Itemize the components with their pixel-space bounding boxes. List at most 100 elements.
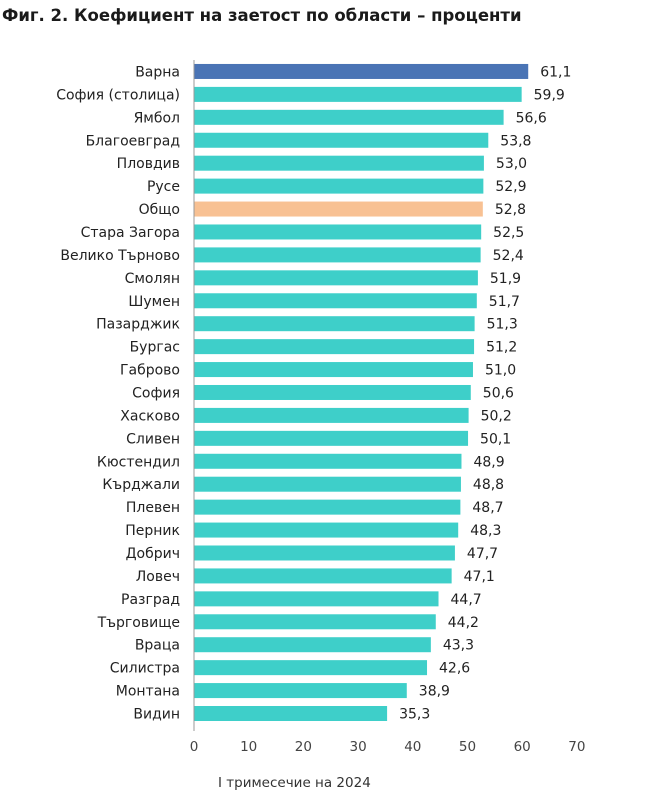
bar [194,522,459,538]
category-label: Кърджали [102,477,180,493]
value-label: 48,9 [473,454,504,470]
category-label: Перник [125,523,180,539]
value-label: 51,2 [486,340,517,356]
x-tick-label: 10 [240,739,257,755]
value-label: 48,3 [470,523,501,539]
x-tick-label: 30 [350,739,367,755]
bar [194,224,482,240]
category-label: Смолян [125,271,180,287]
value-label: 52,5 [493,225,524,241]
x-tick-label: 0 [190,739,199,755]
value-label: 50,1 [480,431,511,447]
bar [194,86,522,102]
value-label: 35,3 [399,707,430,723]
bar [194,614,436,630]
value-label: 44,2 [448,615,479,631]
bar [194,476,461,492]
bar [194,545,455,561]
value-label: 48,7 [472,500,503,516]
bar [194,247,481,263]
value-labels-group: 61,1 59,9 56,6 53,8 53,0 52,9 52,8 52,5 52,4 51,9… [399,64,571,722]
value-label: 51,0 [485,363,516,379]
bar [194,430,469,446]
value-label: 52,9 [495,179,526,195]
category-label: Велико Търново [60,248,180,264]
x-tick-label: 20 [295,739,312,755]
bars-group [194,63,529,722]
category-label: Стара Загора [81,225,180,241]
category-label: София (столица) [56,87,180,103]
value-label: 52,4 [493,248,524,264]
value-label: 61,1 [540,64,571,80]
category-label: Плевен [126,500,180,516]
category-label: Сливен [126,431,180,447]
bar [194,270,478,286]
value-label: 43,3 [443,638,474,654]
category-label: Ямбол [134,110,180,126]
value-label: 51,3 [487,317,518,333]
bar [194,109,504,125]
bar [194,132,489,148]
bar [194,683,407,699]
x-tick-label: 60 [514,739,531,755]
category-label: Благоевград [86,133,180,149]
bar [194,178,484,194]
value-label: 56,6 [516,110,547,126]
category-label: Варна [135,64,180,80]
value-label: 51,7 [489,294,520,310]
bar [194,568,452,584]
value-label: 48,8 [473,477,504,493]
category-label: Хасково [120,408,180,424]
bar [194,591,439,607]
value-label: 53,8 [500,133,531,149]
bar [194,407,469,423]
category-label: Търговище [97,615,180,631]
bar [194,63,529,79]
category-label: Общо [139,202,180,218]
category-label: Кюстендил [97,454,180,470]
x-tick-label: 50 [459,739,476,755]
value-label: 47,7 [467,546,498,562]
category-label: Шумен [128,294,180,310]
bar [194,155,484,171]
category-label: Габрово [120,363,180,379]
category-label: Видин [133,707,180,723]
bar [194,201,483,217]
bar [194,660,428,676]
category-label: Ловеч [136,569,180,585]
value-label: 50,2 [481,408,512,424]
bar [194,499,461,515]
value-label: 53,0 [496,156,527,172]
bar [194,362,473,378]
category-label: Монтана [116,684,180,700]
category-label: Силистра [110,661,180,677]
value-label: 47,1 [464,569,495,585]
category-label: Бургас [130,340,180,356]
x-ticks-group: 0 10 20 30 40 50 60 70 [190,739,586,755]
category-labels-group: Варна София (столица) Ямбол Благоевград Плов… [56,64,180,722]
bar [194,293,477,309]
category-label: Разград [121,592,180,608]
category-label: Враца [135,638,180,654]
value-label: 42,6 [439,661,470,677]
bar [194,706,388,722]
value-label: 38,9 [419,684,450,700]
x-tick-label: 70 [568,739,585,755]
category-label: София [132,385,180,401]
value-label: 59,9 [534,87,565,103]
bar [194,339,475,355]
category-label: Пловдив [117,156,180,172]
value-label: 50,6 [483,385,514,401]
value-label: 51,9 [490,271,521,287]
bar [194,637,431,653]
value-label: 44,7 [451,592,482,608]
bar [194,384,471,400]
value-label: 52,8 [495,202,526,218]
bar [194,453,462,469]
category-label: Пазарджик [96,317,180,333]
x-axis-label: I тримесечие на 2024 [218,775,371,791]
chart-title: Фиг. 2. Коефициент на заетост по области… [2,6,522,25]
x-tick-label: 40 [404,739,421,755]
category-label: Добрич [126,546,180,562]
